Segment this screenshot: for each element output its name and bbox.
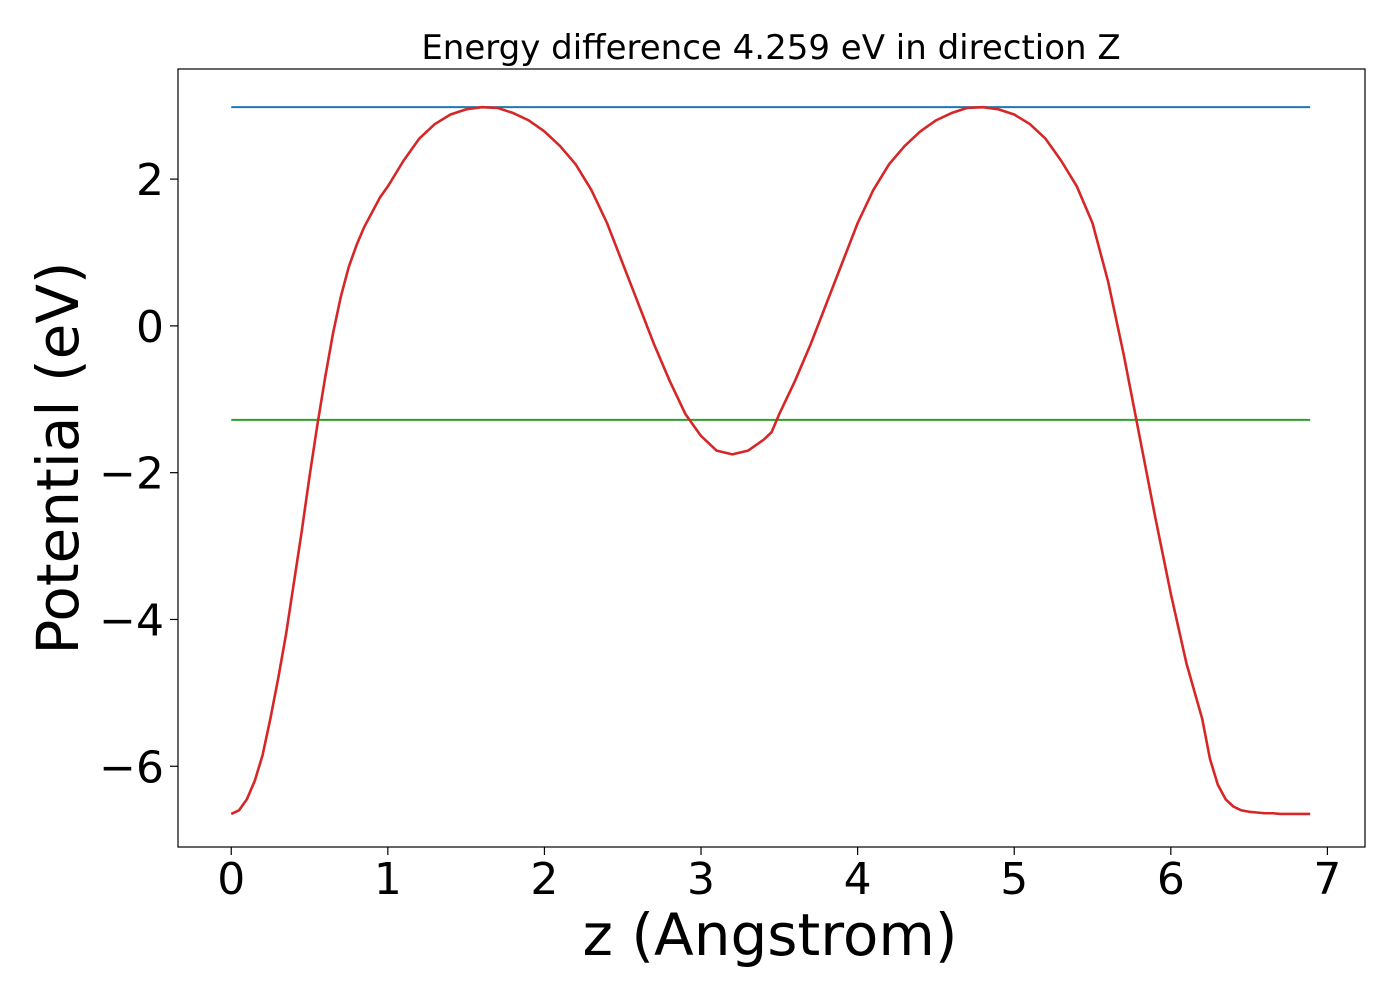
y-axis-label: Potential (eV) (24, 261, 92, 654)
plot-frame (177, 68, 1366, 848)
y-tick-label: −4 (99, 595, 164, 646)
y-tick-label: −2 (99, 449, 164, 500)
y-tick-label: 0 (136, 302, 164, 353)
y-tick-label: 2 (136, 155, 164, 206)
x-tick-label: 7 (1313, 854, 1341, 905)
chart-title: Energy difference 4.259 eV in direction … (421, 28, 1120, 68)
potential-curve (230, 105, 1311, 816)
x-tick-label: 2 (530, 854, 558, 905)
x-tick-label: 5 (1000, 854, 1028, 905)
x-tick-label: 4 (844, 854, 872, 905)
x-tick-label: 0 (217, 854, 245, 905)
y-axis: 2 0 −2 −4 −6 (99, 155, 178, 793)
x-axis-label: z (Angstrom) (583, 901, 958, 969)
plot-area (230, 105, 1311, 816)
x-tick-label: 1 (374, 854, 402, 905)
y-tick-label: −6 (99, 742, 164, 793)
x-axis: 0 1 2 3 4 5 6 7 (217, 847, 1341, 905)
x-tick-label: 3 (687, 854, 715, 905)
x-tick-label: 6 (1157, 854, 1185, 905)
